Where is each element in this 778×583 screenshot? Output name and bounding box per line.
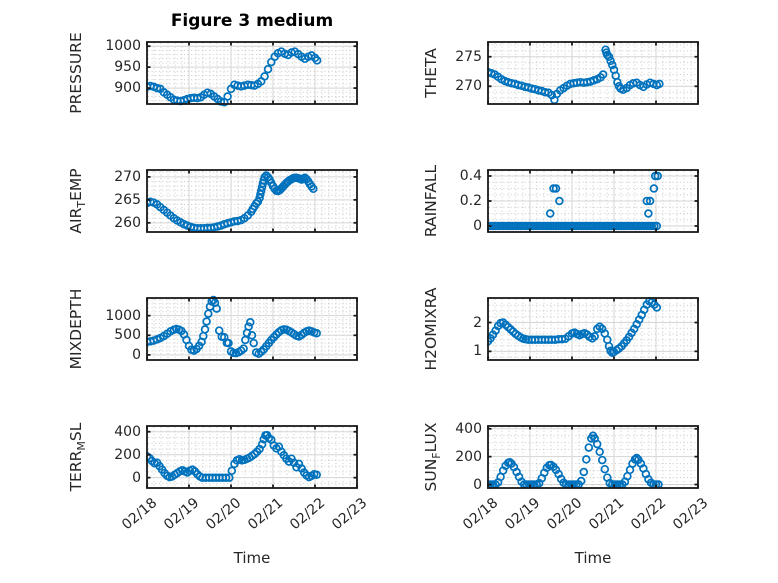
time-axis-label-right: Time xyxy=(574,549,612,567)
y-tick-label: 1000 xyxy=(105,38,141,55)
subplot-pressure: 900 950 1000 PRESSURE xyxy=(67,32,358,114)
axes-box xyxy=(487,297,699,361)
y-tick-label: 200 xyxy=(114,446,141,463)
axes-box xyxy=(146,169,358,233)
minor-grid xyxy=(148,43,356,103)
ylabel-text: T xyxy=(75,200,88,208)
major-grid xyxy=(488,42,698,104)
y-tick-label: 0 xyxy=(473,218,482,234)
scatter-points xyxy=(146,47,322,107)
y-tick-label: 265 xyxy=(114,191,141,208)
major-grid xyxy=(147,170,357,232)
ylabel-text: RAINFALL xyxy=(422,164,440,238)
scatter-points xyxy=(146,430,321,482)
subplot-mixdepth: 0 500 1000 MIXDEPTH xyxy=(67,289,358,369)
axes-box xyxy=(146,41,358,105)
ylabel-text: F xyxy=(430,452,443,459)
ylabel-text: EMP xyxy=(67,168,85,201)
major-grid xyxy=(488,298,698,360)
ylabel-text: THETA xyxy=(422,48,440,98)
plot-area-terr-msl xyxy=(146,425,358,489)
plot-area-rainfall xyxy=(487,169,699,233)
y-tick-label: 0.2 xyxy=(459,193,482,209)
y-tick-label: 900 xyxy=(114,80,141,97)
x-tick-label: 02/22 xyxy=(287,495,329,534)
ylabel-terr-msl: TERRMSL xyxy=(65,357,88,557)
y-tick-label: 260 xyxy=(114,214,141,231)
y-tick-label: 0 xyxy=(132,469,141,486)
x-tick-label: 02/18 xyxy=(119,495,161,534)
figure-title: Figure 3 medium xyxy=(170,11,334,31)
minor-grid xyxy=(489,427,697,487)
minor-grid xyxy=(148,299,356,359)
minor-grid xyxy=(148,427,356,487)
ylabel-text: TERR xyxy=(67,450,85,492)
axes-box xyxy=(146,297,358,361)
ylabel-text: LUX xyxy=(422,422,440,453)
axes-box xyxy=(487,169,699,233)
plot-area-sun-flux xyxy=(487,425,699,489)
ylabel-text: M xyxy=(75,441,88,451)
plot-area-theta xyxy=(487,41,699,105)
x-tick-label: 02/23 xyxy=(670,495,712,534)
y-tick-label: 500 xyxy=(114,327,141,344)
ylabel-sun-flux: SUNFLUX xyxy=(420,357,443,557)
subplot-terr-msl: 0 200 400 TERRMSL 02/18 02/19 02/20 02/21 02/22 0… xyxy=(67,423,370,534)
subplot-h2omixra: 1 2 H2OMIXRA xyxy=(422,287,699,371)
x-tick-label: 02/23 xyxy=(329,495,371,534)
subplot-sun-flux: 0 200 400 SUNFLUX 02/18 02/19 02/20 02/21 02/22 0… xyxy=(422,421,711,533)
scatter-points xyxy=(487,45,664,105)
plot-area-pressure xyxy=(146,41,358,107)
minor-grid xyxy=(489,299,697,359)
x-tick-label: 02/20 xyxy=(203,495,245,534)
y-tick-label: 200 xyxy=(455,448,482,465)
plot-area-h2omixra xyxy=(487,296,699,361)
ylabel-text: SL xyxy=(67,422,85,442)
subplot-theta: 270 275 THETA xyxy=(422,41,699,105)
scatter-points xyxy=(146,295,321,358)
y-tick-label: 0 xyxy=(132,346,141,363)
time-axis-label-left: Time xyxy=(233,549,271,567)
subplot-rainfall: 0 0.2 0.4 RAINFALL xyxy=(422,165,699,237)
x-tick-label: 02/21 xyxy=(245,495,287,534)
major-grid xyxy=(147,42,357,104)
x-tick-label: 02/20 xyxy=(544,495,586,534)
x-tick-label: 02/18 xyxy=(460,495,502,534)
y-tick-label: 400 xyxy=(114,423,141,440)
y-tick-label: 1000 xyxy=(105,307,141,324)
subplot-air-temp: 260 265 270 AIRTEMP xyxy=(67,168,358,234)
axes-box xyxy=(487,425,699,489)
x-tick-label: 02/21 xyxy=(586,495,628,534)
y-tick-label: 1 xyxy=(473,343,482,360)
axes-box xyxy=(487,41,699,105)
x-tick-label: 02/22 xyxy=(628,495,670,534)
minor-grid xyxy=(489,171,697,231)
x-tick-label: 02/19 xyxy=(502,495,544,534)
scatter-points xyxy=(146,171,318,233)
y-tick-label: 0 xyxy=(473,476,482,493)
plot-area-mixdepth xyxy=(146,295,358,361)
minor-grid xyxy=(148,171,356,231)
scatter-points xyxy=(487,296,662,358)
minor-grid xyxy=(489,43,697,103)
x-tick-label: 02/19 xyxy=(161,495,203,534)
axes-box xyxy=(146,425,358,489)
scatter-points xyxy=(487,431,663,489)
y-tick-label: 950 xyxy=(114,59,141,76)
y-tick-label: 275 xyxy=(455,48,482,65)
y-tick-label: 270 xyxy=(455,78,482,95)
y-tick-label: 2 xyxy=(473,314,482,331)
ylabel-text: SUN xyxy=(422,458,440,492)
scatter-points xyxy=(487,171,662,231)
y-tick-label: 270 xyxy=(114,168,141,185)
y-tick-label: 0.4 xyxy=(459,168,482,184)
y-tick-label: 400 xyxy=(455,420,482,437)
plot-area-air-temp xyxy=(146,169,358,233)
